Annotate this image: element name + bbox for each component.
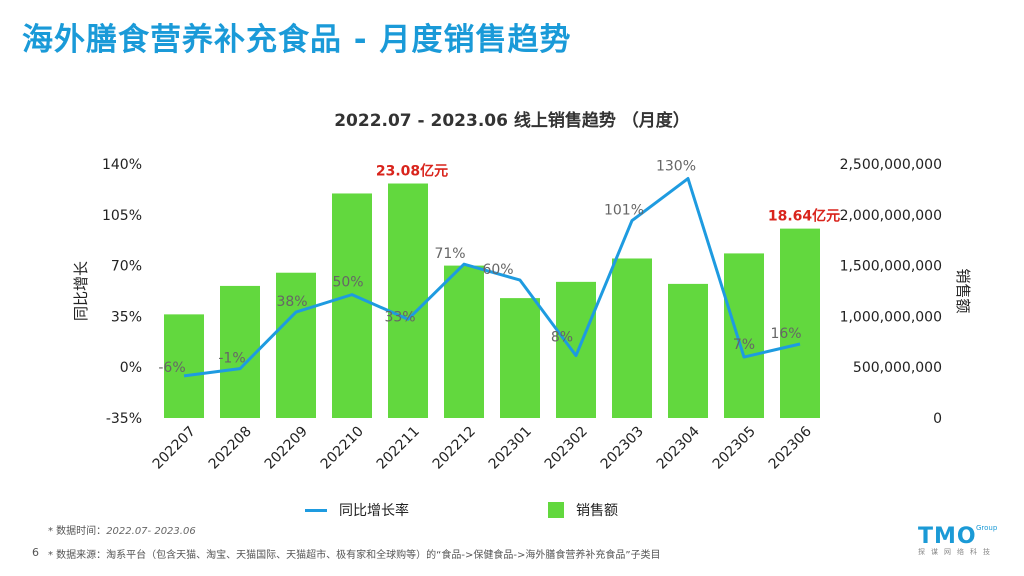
x-tick-202301: 202301 [486, 424, 535, 473]
bar-202302 [556, 281, 596, 418]
legend-line-swatch [305, 508, 327, 512]
bar-202305 [724, 253, 764, 418]
logo-text: TMO [918, 524, 977, 549]
x-tick-202207: 202207 [150, 424, 199, 473]
growth-label-202207: -6% [158, 360, 185, 376]
growth-label-202306: 16% [770, 326, 801, 342]
x-tick-202302: 202302 [542, 424, 591, 473]
x-tick-202208: 202208 [206, 424, 255, 473]
bar-202207 [164, 314, 204, 418]
bar-202208 [220, 285, 260, 418]
x-tick-202211: 202211 [374, 424, 423, 473]
right-axis-tick: 500,000,000 [853, 360, 942, 376]
right-axis-tick: 2,000,000,000 [840, 208, 942, 224]
x-tick-202210: 202210 [318, 424, 367, 473]
right-axis-tick: 0 [933, 411, 942, 427]
growth-label-202303: 101% [604, 203, 644, 219]
x-tick-202212: 202212 [430, 424, 479, 473]
page-title: 海外膳食营养补充食品 - 月度销售趋势 [22, 22, 572, 58]
legend-bar-swatch [548, 502, 564, 518]
growth-label-202305: 7% [733, 337, 755, 353]
highlight-label-202211: 23.08亿元 [376, 163, 448, 180]
legend-growth-rate: 同比增长率 [305, 500, 409, 520]
right-axis-label: 销售额 [954, 268, 972, 313]
x-tick-202305: 202305 [710, 424, 759, 473]
bar-202301 [500, 298, 540, 418]
legend-growth-rate-label: 同比增长率 [339, 503, 409, 519]
bar-202211 [388, 183, 428, 418]
x-tick-202209: 202209 [262, 424, 311, 473]
x-tick-202303: 202303 [598, 424, 647, 473]
right-axis-tick: 2,500,000,000 [840, 157, 942, 173]
growth-label-202212: 71% [434, 246, 465, 262]
bar-202212 [444, 265, 484, 418]
left-axis-tick: 140% [102, 157, 142, 173]
footnote-time-value: 2022.07- 2023.06 [106, 526, 196, 537]
growth-label-202209: 38% [276, 294, 307, 310]
growth-label-202304: 130% [656, 159, 696, 175]
page-number: 6 [32, 546, 39, 559]
left-axis-tick: 70% [111, 259, 142, 275]
left-axis-tick: 105% [102, 208, 142, 224]
company-logo: TMO Group 探谋网络科技 [918, 524, 1010, 564]
bar-202303 [612, 258, 652, 418]
footnote-time: * 数据时间：2022.07- 2023.06 [48, 522, 196, 537]
legend-sales-label: 销售额 [576, 503, 618, 519]
bar-202306 [780, 228, 820, 418]
growth-label-202210: 50% [332, 275, 363, 291]
bar-202304 [668, 283, 708, 418]
growth-label-202302: 8% [551, 330, 573, 346]
logo-sub: 探谋网络科技 [918, 548, 996, 556]
growth-label-202301: 60% [482, 262, 513, 278]
right-axis-tick: 1,000,000,000 [840, 309, 942, 325]
growth-rate-line [183, 177, 801, 378]
bar-202210 [332, 193, 372, 418]
growth-label-202208: -1% [218, 351, 245, 367]
legend-sales: 销售额 [548, 500, 618, 520]
left-axis-tick: 35% [111, 309, 142, 325]
footnote-source: * 数据来源：淘系平台（包含天猫、淘宝、天猫国际、天猫超市、极有家和全球购等）的… [48, 550, 661, 561]
left-axis-tick: -35% [106, 411, 142, 427]
logo-sup: Group [976, 524, 998, 532]
footnote-time-label: * 数据时间： [48, 526, 107, 537]
chart-title: 2022.07 - 2023.06 线上销售趋势 （月度） [334, 111, 690, 131]
x-tick-202306: 202306 [766, 423, 815, 472]
right-axis-tick: 1,500,000,000 [840, 259, 942, 275]
highlight-label-202306: 18.64亿元 [768, 208, 840, 225]
x-tick-202304: 202304 [654, 423, 703, 472]
left-axis-tick: 0% [120, 360, 142, 376]
growth-label-202211: 33% [384, 309, 415, 325]
bar-202209 [276, 272, 316, 418]
left-axis-label: 同比增长 [72, 261, 90, 321]
